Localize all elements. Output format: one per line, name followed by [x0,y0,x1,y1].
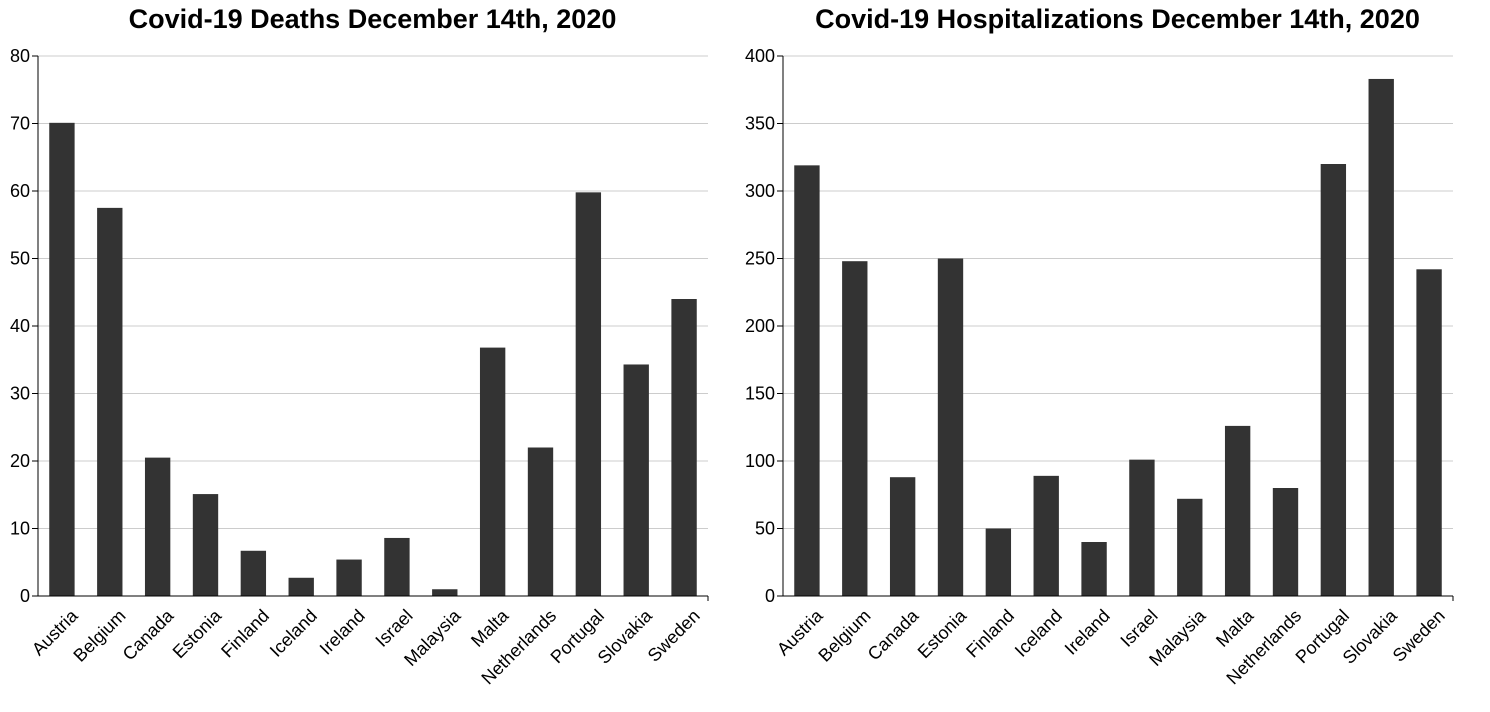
hospitalizations-bar-finland [985,528,1012,596]
hospitalizations-bar-netherlands [1272,488,1299,596]
deaths-bar-belgium [97,207,123,596]
deaths-bar-sweden [671,299,697,596]
deaths-y-tick-label: 20 [10,451,30,471]
deaths-x-tick-label: Malta [467,605,513,651]
hospitalizations-y-tick-label: 0 [765,586,775,606]
deaths-bar-portugal [575,192,602,596]
deaths-x-tick-label: Slovakia [594,605,657,668]
deaths-bar-israel [384,537,410,596]
hospitalizations-bar-slovakia [1368,78,1394,596]
hospitalizations-x-tick-label: Ireland [1061,606,1114,659]
hospitalizations-x-tick-label: Estonia [914,605,971,662]
deaths-chart-panel: Covid-19 Deaths December 14th, 2020 0 10 2… [10,4,709,688]
deaths-x-tick-label: Estonia [169,605,226,662]
hospitalizations-bar-malaysia [1177,498,1203,596]
deaths-bar-austria [49,122,75,596]
deaths-x-tick-label: Ireland [316,606,369,659]
deaths-bar-malta [479,347,506,596]
deaths-bar-canada [144,457,171,596]
hospitalizations-x-tick-label: Finland [962,606,1018,662]
deaths-y-tick-label: 60 [10,181,30,201]
hospitalizations-x-tick-label: Belgium [814,606,874,666]
hospitalizations-x-tick-label: Sweden [1389,606,1449,666]
hospitalizations-bar-israel [1129,459,1155,596]
hospitalizations-x-tick-label: Iceland [1011,606,1066,661]
deaths-bar-finland [240,550,267,596]
hospitalizations-bar-austria [794,165,820,596]
hospitalizations-y-tick-label: 250 [745,249,775,269]
hospitalizations-x-tick-label: Israel [1116,606,1161,651]
hospitalizations-x-tick-label: Malta [1212,605,1258,651]
deaths-bar-malaysia [432,589,458,596]
deaths-y-tick-label: 40 [10,316,30,336]
deaths-y-tick-label: 30 [10,384,30,404]
deaths-chart: 01020304050607080AustriaBelgiumCanadaEst… [10,46,709,688]
deaths-y-tick-label: 80 [10,46,30,66]
hospitalizations-bar-canada [889,477,916,596]
deaths-x-tick-label: Canada [119,605,178,664]
hospitalizations-chart: 050100150200250300350400AustriaBelgiumCa… [745,46,1454,688]
deaths-y-tick-label: 0 [20,586,30,606]
hospitalizations-bar-ireland [1081,542,1107,596]
deaths-bar-netherlands [527,447,554,596]
deaths-x-tick-label: Finland [217,606,273,662]
hospitalizations-bar-malta [1224,425,1251,596]
deaths-bar-ireland [336,559,362,596]
hospitalizations-y-tick-label: 350 [745,114,775,134]
deaths-y-tick-label: 10 [10,519,30,539]
deaths-x-tick-label: Belgium [69,606,129,666]
hospitalizations-bar-portugal [1320,164,1347,596]
deaths-bar-slovakia [623,364,649,596]
hospitalizations-y-tick-label: 200 [745,316,775,336]
hospitalizations-x-tick-label: Canada [864,605,923,664]
hospitalizations-x-tick-label: Slovakia [1339,605,1402,668]
hospitalizations-y-tick-label: 300 [745,181,775,201]
deaths-bar-iceland [288,577,314,596]
hospitalizations-bar-estonia [937,258,964,596]
deaths-x-tick-label: Sweden [644,606,704,666]
hospitalizations-bar-sweden [1416,269,1442,596]
hospitalizations-y-tick-label: 150 [745,384,775,404]
hospitalizations-chart-title: Covid-19 Hospitalizations December 14th,… [815,4,1420,34]
hospitalizations-y-tick-label: 50 [755,519,775,539]
deaths-x-tick-label: Iceland [266,606,321,661]
hospitalizations-bar-iceland [1033,475,1059,596]
deaths-y-tick-label: 50 [10,249,30,269]
hospitalizations-y-tick-label: 400 [745,46,775,66]
deaths-chart-title: Covid-19 Deaths December 14th, 2020 [128,4,617,34]
deaths-bar-estonia [192,494,219,596]
deaths-y-tick-label: 70 [10,114,30,134]
hospitalizations-bar-belgium [842,261,868,596]
hospitalizations-chart-panel: Covid-19 Hospitalizations December 14th,… [745,0,1490,712]
deaths-x-tick-label: Israel [371,606,416,651]
hospitalizations-y-tick-label: 100 [745,451,775,471]
